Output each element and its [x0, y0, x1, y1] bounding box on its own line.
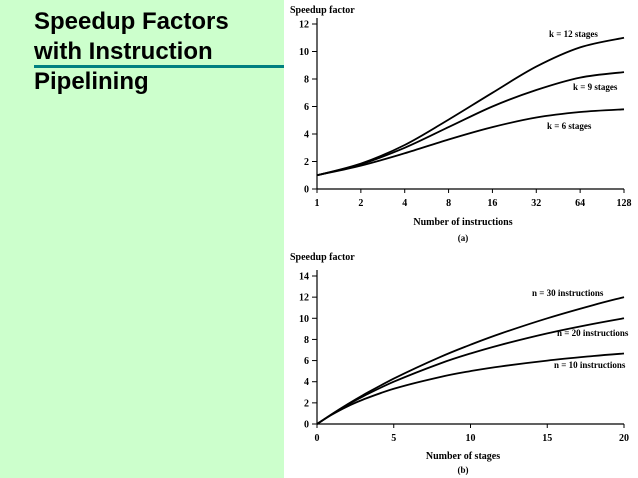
y-axis-title: Speedup factor: [290, 5, 355, 16]
slide-title-line-1: Speedup Factors: [34, 8, 229, 35]
y-tick-label: 10: [299, 314, 309, 325]
y-tick-label: 8: [304, 75, 309, 86]
x-tick-label: 128: [617, 198, 632, 209]
series-label: n = 20 instructions: [557, 328, 629, 338]
slide-title-line-2: with Instruction: [34, 38, 213, 65]
y-tick-label: 2: [304, 157, 309, 168]
x-tick-label: 20: [619, 433, 629, 444]
series-label: k = 6 stages: [547, 121, 592, 131]
x-axis-title: Number of instructions: [413, 217, 512, 228]
slide-title-line-3: Pipelining: [34, 68, 149, 95]
y-tick-label: 8: [304, 335, 309, 346]
slide-title: Speedup Factors with Instruction Pipelin…: [34, 7, 279, 97]
series-line: [316, 352, 625, 425]
speedup-vs-stages-chart: 0 2 4 6 8 10 12 14 0 5 10 15 20 Speedup factor Number …: [290, 252, 629, 475]
x-tick-label: 1: [315, 198, 320, 209]
series-line: [316, 317, 625, 425]
y-tick-label: 12: [299, 20, 309, 31]
x-tick-label: 8: [446, 198, 451, 209]
y-tick-label: 6: [304, 102, 309, 113]
x-tick-label: 10: [466, 433, 476, 444]
x-tick-label: 2: [358, 198, 363, 209]
y-tick-label: 14: [299, 272, 309, 283]
x-tick-label: 16: [487, 198, 497, 209]
chart-caption: (a): [458, 233, 469, 243]
y-tick-label: 10: [299, 47, 309, 58]
series-line: [316, 71, 625, 177]
series-label: k = 9 stages: [573, 82, 618, 92]
x-tick-label: 5: [391, 433, 396, 444]
series-line: [316, 36, 625, 177]
chart-caption: (b): [458, 465, 469, 475]
y-tick-label: 12: [299, 293, 309, 304]
y-tick-label: 6: [304, 356, 309, 367]
title-accent-bar: [34, 65, 284, 68]
x-tick-label: 64: [575, 198, 585, 209]
y-tick-label: 4: [304, 130, 309, 141]
y-tick-label: 0: [304, 420, 309, 431]
x-tick-label: 4: [402, 198, 407, 209]
x-tick-label: 0: [315, 433, 320, 444]
series-line: [316, 108, 625, 177]
y-tick-label: 0: [304, 185, 309, 196]
x-axis-title: Number of stages: [426, 451, 500, 462]
series-label: n = 30 instructions: [532, 288, 604, 298]
y-axis-title: Speedup factor: [290, 252, 355, 263]
y-tick-label: 4: [304, 377, 309, 388]
x-tick-label: 15: [542, 433, 552, 444]
y-tick-label: 2: [304, 398, 309, 409]
series-label: n = 10 instructions: [554, 360, 626, 370]
series-label: k = 12 stages: [549, 29, 598, 39]
x-tick-label: 32: [531, 198, 541, 209]
title-panel: Speedup Factors with Instruction Pipelin…: [0, 0, 284, 478]
